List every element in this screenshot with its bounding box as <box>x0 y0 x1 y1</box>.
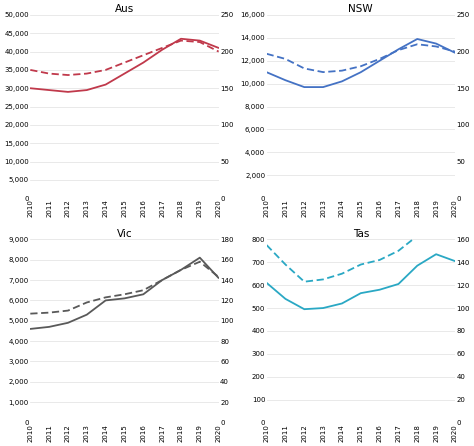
Title: NSW: NSW <box>348 4 373 14</box>
Title: Tas: Tas <box>353 228 369 239</box>
Title: Vic: Vic <box>117 228 132 239</box>
Title: Aus: Aus <box>115 4 134 14</box>
